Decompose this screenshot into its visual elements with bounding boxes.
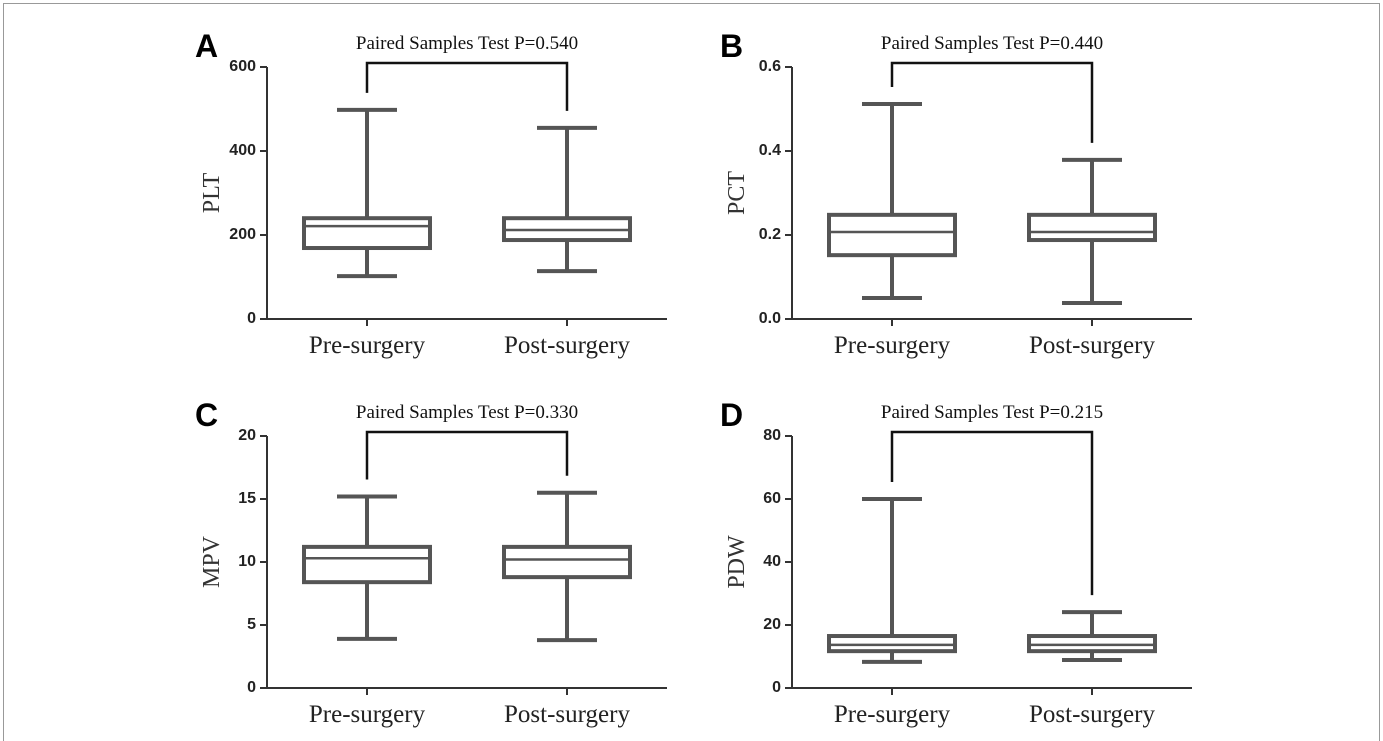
y-tick-label: 40 [763,553,781,570]
y-tick-label: 80 [763,427,781,444]
panel-label: A [195,28,218,64]
y-tick-label: 600 [229,58,256,75]
chart-title: Paired Samples Test P=0.330 [356,402,578,423]
box [1027,634,1157,654]
x-tick-label: Pre-surgery [309,701,426,728]
bracket [365,61,569,111]
box [1027,212,1157,243]
chart-title: Paired Samples Test P=0.540 [356,33,578,54]
panel-label: B [720,28,743,64]
panel-label: D [720,397,743,433]
y-tick-label: 0.0 [759,310,781,327]
x-tick-label: Pre-surgery [834,701,951,728]
y-tick-label: 20 [238,427,256,444]
box [302,216,432,251]
y-tick-label: 0 [772,679,781,696]
y-tick-label: 20 [763,616,781,633]
frame [3,3,1380,741]
y-tick-label: 0.2 [759,226,781,243]
box [827,212,957,258]
y-tick-label: 400 [229,142,256,159]
box [502,544,632,580]
y-tick-label: 0 [247,310,256,327]
x-tick-label: Post-surgery [1029,701,1155,728]
bracket [890,61,1094,143]
y-axis-label: PCT [724,171,750,215]
x-tick-label: Pre-surgery [834,332,951,359]
chart-title: Paired Samples Test P=0.440 [881,33,1103,54]
x-tick-label: Pre-surgery [309,332,426,359]
y-tick-label: 0.6 [759,58,781,75]
y-tick-label: 0 [247,679,256,696]
y-tick-label: 200 [229,226,256,243]
y-tick-label: 60 [763,490,781,507]
bracket [890,430,1094,596]
y-axis-label: PDW [724,535,750,589]
x-tick-label: Post-surgery [504,701,630,728]
bracket [365,430,569,480]
x-tick-label: Post-surgery [504,332,630,359]
y-tick-label: 10 [238,553,256,570]
y-tick-label: 5 [247,616,256,633]
box [302,544,432,585]
y-axis-label: MPV [199,535,225,588]
chart-title: Paired Samples Test P=0.215 [881,402,1103,423]
x-tick-label: Post-surgery [1029,332,1155,359]
y-tick-label: 15 [238,490,256,507]
box [827,634,957,654]
y-tick-label: 0.4 [759,142,781,159]
panel-label: C [195,397,218,433]
y-axis-label: PLT [199,172,225,213]
